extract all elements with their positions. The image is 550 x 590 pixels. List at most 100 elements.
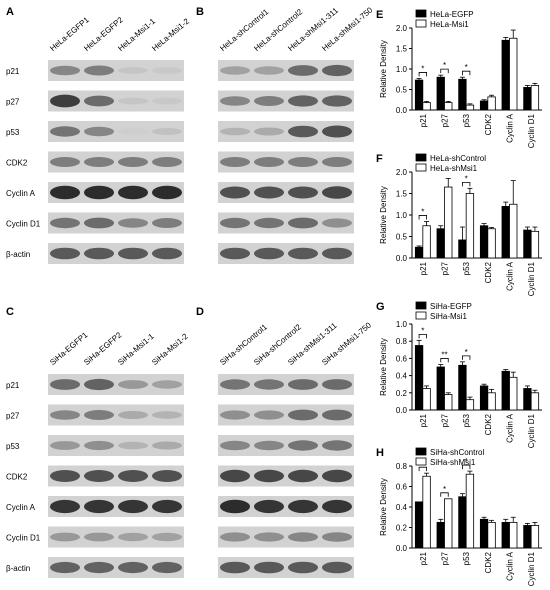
blot-band	[322, 125, 352, 138]
blot-band	[84, 185, 114, 200]
blot-strip	[218, 212, 354, 234]
x-tick-label: CDK2	[484, 551, 493, 573]
legend-label: SiHa-EGFP	[430, 302, 472, 311]
x-tick-label: Cyclin A	[506, 113, 515, 143]
blot-band	[118, 247, 148, 260]
legend-label: HeLa-Msi1	[430, 20, 469, 29]
blot-strip	[48, 60, 184, 81]
blot-band	[118, 561, 148, 574]
blot-band	[322, 532, 352, 542]
y-tick-label: 0.6	[396, 354, 408, 363]
blot-strip	[218, 374, 354, 395]
blot-band	[50, 470, 80, 482]
blot-band	[288, 186, 318, 199]
blot-row-label: β-actin	[6, 250, 30, 259]
legend-swatch	[415, 311, 427, 320]
blot-band	[220, 217, 250, 229]
x-tick-label: p53	[462, 413, 471, 427]
legend-swatch	[415, 163, 427, 172]
blot-band	[152, 247, 182, 260]
x-tick-label: Cyclin D1	[527, 413, 536, 448]
significance-bracket	[462, 464, 471, 470]
blot-row-label: p27	[6, 412, 20, 421]
bar	[465, 399, 475, 411]
bar	[458, 496, 467, 549]
y-tick-label: 0.2	[396, 524, 408, 533]
blot-band	[288, 95, 318, 107]
y-tick-label: 2.0	[396, 168, 408, 177]
y-tick-label: 0.4	[396, 372, 408, 381]
significance-marker: *	[421, 326, 424, 335]
significance-marker: *	[465, 457, 468, 466]
bar	[458, 78, 467, 111]
significance-marker: *	[421, 207, 424, 216]
y-tick-label: 2.0	[396, 24, 408, 33]
blot-band	[84, 95, 114, 107]
chart-panel-label: G	[376, 301, 385, 313]
blot-strip	[218, 90, 354, 112]
blot-band	[288, 157, 318, 167]
bar	[509, 376, 518, 411]
blot-band	[254, 532, 284, 542]
blot-band	[50, 561, 80, 574]
blot-strip	[48, 404, 184, 426]
blot-band	[84, 378, 114, 391]
y-tick-label: 1.5	[396, 190, 408, 199]
blot-row-label: p27	[6, 98, 20, 107]
blot-band	[152, 157, 182, 167]
blot-band	[288, 65, 318, 76]
blot-strip	[218, 496, 354, 517]
significance-marker: *	[443, 61, 446, 70]
blot-band	[220, 247, 250, 260]
blot-band	[118, 441, 148, 450]
blot-strip	[218, 557, 354, 578]
bar	[458, 364, 467, 411]
blot-band	[288, 561, 318, 574]
bar	[479, 385, 489, 411]
blot-strip	[218, 60, 354, 81]
blot-band	[220, 499, 250, 514]
blot-strip	[48, 212, 184, 234]
blot-strip	[48, 465, 184, 487]
significance-bracket	[440, 358, 449, 363]
blot-strip	[48, 243, 184, 264]
significance-bracket	[440, 492, 449, 497]
blot-band	[152, 128, 182, 135]
bar	[479, 518, 489, 549]
bar	[530, 525, 540, 549]
western-blot-figure: p21 p27 p53 CDK2 Cyclin A Cyclin D1 β-actin p21…	[6, 60, 354, 578]
blot-strip	[218, 151, 354, 173]
x-tick-label: Cyclin A	[506, 551, 515, 581]
legend-swatch	[415, 19, 427, 28]
blot-band	[322, 469, 352, 483]
blot-strip	[48, 90, 184, 112]
significance-bracket	[462, 181, 471, 187]
blot-band	[84, 532, 114, 542]
x-tick-label: p21	[419, 261, 428, 275]
x-tick-label: p53	[462, 551, 471, 565]
bar	[530, 85, 540, 111]
blot-band	[118, 157, 148, 167]
blot-band	[118, 67, 148, 74]
bar	[523, 388, 532, 411]
blot-band	[288, 469, 318, 483]
blot-band	[254, 561, 284, 574]
significance-marker: *	[465, 348, 468, 357]
bar	[465, 104, 475, 111]
blot-band	[254, 66, 284, 75]
bar	[414, 246, 424, 259]
blot-band	[288, 409, 318, 421]
y-tick-label: 0.8	[396, 462, 408, 471]
blot-strip	[48, 557, 184, 578]
panel-label-b: B	[196, 6, 204, 18]
blot-band	[288, 532, 318, 542]
y-tick-label: 1.0	[396, 211, 408, 220]
blot-row-label: β-actin	[6, 564, 30, 573]
blot-band	[152, 380, 182, 389]
legend-swatch	[415, 9, 427, 18]
blot-band	[220, 127, 250, 136]
x-tick-label: Cyclin A	[506, 413, 515, 443]
blot-band	[50, 499, 80, 514]
blot-band	[118, 128, 148, 135]
blot-band	[84, 65, 114, 76]
